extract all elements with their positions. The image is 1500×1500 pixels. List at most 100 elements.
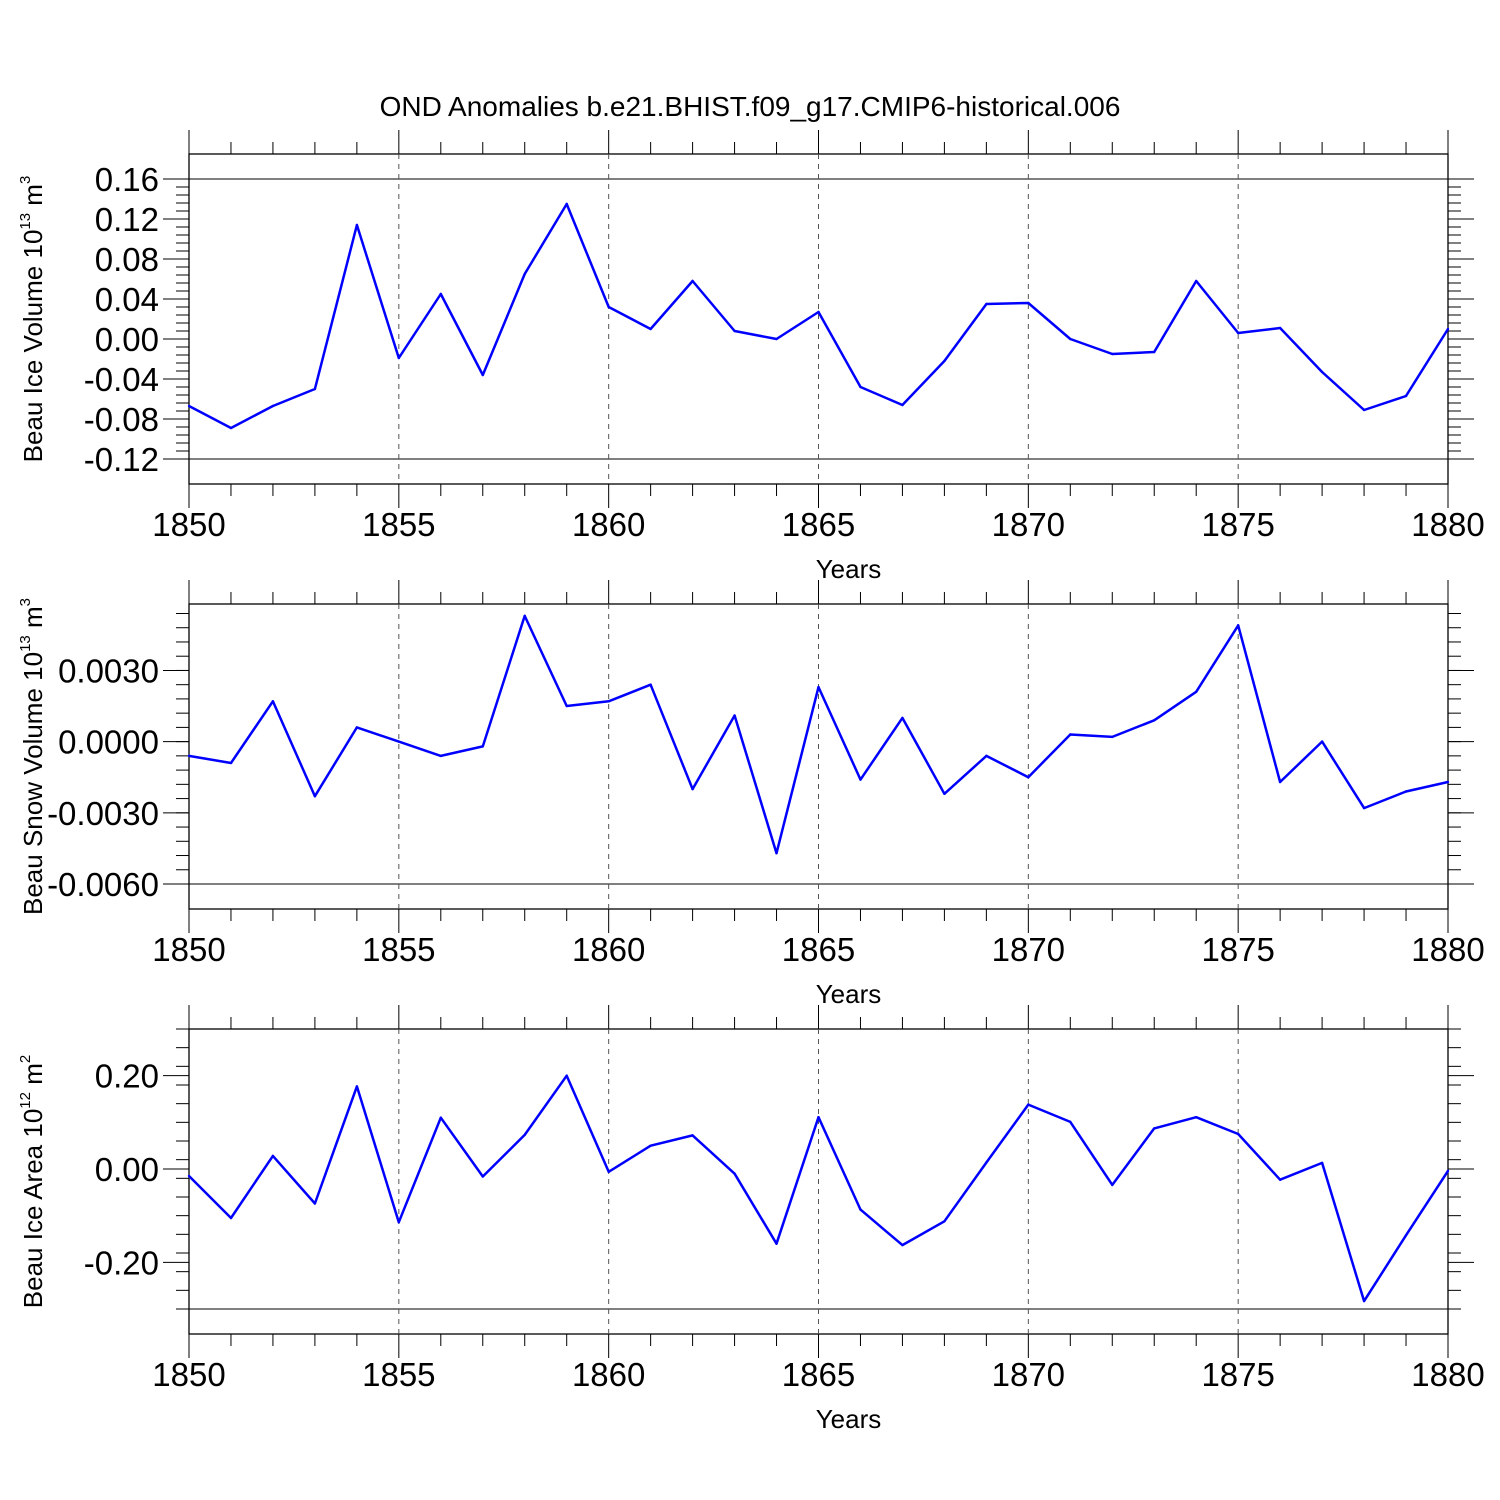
- data-point: [691, 1134, 694, 1137]
- data-point: [1278, 1178, 1282, 1181]
- panel-ice-area: 1850 1855 1860 1865 1870 1875 1880 0.20 0.00 -0.2…: [17, 1005, 1485, 1434]
- data-point: [1027, 776, 1030, 779]
- x-tick-label: 1880: [1411, 1356, 1484, 1393]
- y-label-main: Beau Snow Volume 10: [18, 652, 48, 915]
- data-point: [985, 1161, 988, 1164]
- x-tick-label: 1850: [152, 506, 225, 543]
- data-point: [565, 1074, 568, 1077]
- x-tick-label: 1875: [1201, 506, 1274, 543]
- y-axis-label: Beau Ice Area 1012 m2: [17, 1055, 48, 1308]
- data-point: [859, 385, 862, 389]
- chart-title: OND Anomalies b.e21.BHIST.f09_g17.CMIP6-…: [380, 91, 1121, 122]
- data-point: [1153, 1127, 1156, 1130]
- data-point: [607, 1170, 610, 1174]
- data-point: [439, 1116, 442, 1119]
- panel-ice-volume: 1850 1855 1860 1865 1870 1875 1880 0.160.120.08…: [17, 130, 1485, 584]
- data-point: [1153, 350, 1156, 354]
- y-tick-label: -0.0060: [47, 866, 159, 903]
- data-point: [397, 740, 401, 743]
- y-label-main: Beau Ice Volume 10: [18, 230, 48, 463]
- data-point: [481, 373, 484, 377]
- data-point: [1362, 806, 1366, 810]
- data-point: [859, 1208, 862, 1211]
- data-point: [481, 745, 484, 748]
- data-point: [523, 1133, 526, 1137]
- data-point: [271, 1154, 275, 1158]
- data-point: [565, 202, 568, 206]
- data-point: [817, 310, 820, 314]
- x-tick-label: 1880: [1411, 506, 1484, 543]
- data-point: [1027, 1103, 1030, 1106]
- y-label-unit-exponent: 3: [17, 598, 34, 606]
- y-label-unit-exponent: 3: [17, 176, 34, 184]
- panel-snow-volume: 1850 1855 1860 1865 1870 1875 1880 0.0030 0.0000…: [17, 580, 1485, 1009]
- y-axis-label: Beau Snow Volume 1013 m3: [17, 598, 48, 915]
- data-point: [355, 1085, 359, 1088]
- data-point: [1446, 1169, 1450, 1173]
- data-point: [229, 761, 233, 765]
- data-point: [649, 683, 652, 686]
- data-point: [1362, 408, 1366, 412]
- y-tick-label: -0.20: [84, 1244, 159, 1281]
- data-point: [229, 1216, 233, 1220]
- data-point: [943, 1220, 946, 1223]
- y-tick-label: -0.0030: [47, 795, 159, 832]
- data-point: [1446, 780, 1450, 784]
- data-point: [397, 1221, 401, 1224]
- data-point: [187, 1174, 191, 1178]
- x-tick-label: 1850: [152, 1356, 225, 1393]
- data-point: [523, 272, 526, 276]
- data-point: [1446, 327, 1450, 331]
- data-point: [1404, 394, 1408, 398]
- data-point: [313, 795, 317, 798]
- data-point: [565, 704, 568, 708]
- y-label-unit: m: [18, 1063, 48, 1092]
- y-label-main: Beau Ice Area 10: [18, 1109, 48, 1308]
- x-tick-label: 1865: [782, 506, 855, 543]
- x-tick-label: 1865: [782, 1356, 855, 1393]
- data-point: [1195, 1116, 1198, 1119]
- y-tick-label: 0.12: [95, 201, 159, 238]
- x-tick-label: 1855: [362, 506, 435, 543]
- x-tick-label: 1865: [782, 931, 855, 968]
- data-point: [1278, 780, 1282, 784]
- x-tick-label: 1870: [992, 506, 1065, 543]
- data-point: [1320, 370, 1324, 374]
- data-point: [1404, 790, 1408, 793]
- y-tick-label: 0.20: [95, 1058, 159, 1095]
- data-point: [1320, 1161, 1324, 1165]
- data-point: [901, 403, 904, 407]
- data-point: [1362, 1299, 1366, 1303]
- data-point: [271, 700, 275, 703]
- data-point: [733, 329, 736, 333]
- x-tick-label: 1850: [152, 931, 225, 968]
- y-tick-label: 0.00: [95, 321, 159, 358]
- data-point: [481, 1175, 484, 1178]
- data-point: [649, 327, 652, 331]
- data-point: [229, 426, 233, 430]
- data-point: [817, 685, 820, 689]
- data-point: [1195, 279, 1198, 283]
- data-point: [187, 404, 191, 408]
- data-point: [523, 614, 526, 618]
- y-tick-label: 0.08: [95, 241, 159, 278]
- data-point: [817, 1116, 820, 1119]
- y-tick-label: 0.16: [95, 161, 159, 198]
- data-point: [397, 356, 401, 360]
- x-tick-label: 1875: [1201, 1356, 1274, 1393]
- data-point: [313, 387, 317, 391]
- data-point: [1069, 733, 1072, 736]
- y-tick-label: -0.12: [84, 441, 159, 478]
- x-tick-label: 1855: [362, 931, 435, 968]
- y-label-exponent: 13: [17, 635, 34, 652]
- data-point: [1153, 719, 1156, 722]
- data-point: [943, 792, 946, 796]
- data-point: [1195, 690, 1198, 693]
- x-tick-label: 1860: [572, 931, 645, 968]
- data-point: [733, 1172, 736, 1175]
- data-point: [187, 754, 191, 758]
- x-axis-label: Years: [816, 979, 882, 1009]
- data-point: [985, 754, 988, 758]
- data-point: [1069, 1120, 1072, 1124]
- data-point: [355, 223, 359, 227]
